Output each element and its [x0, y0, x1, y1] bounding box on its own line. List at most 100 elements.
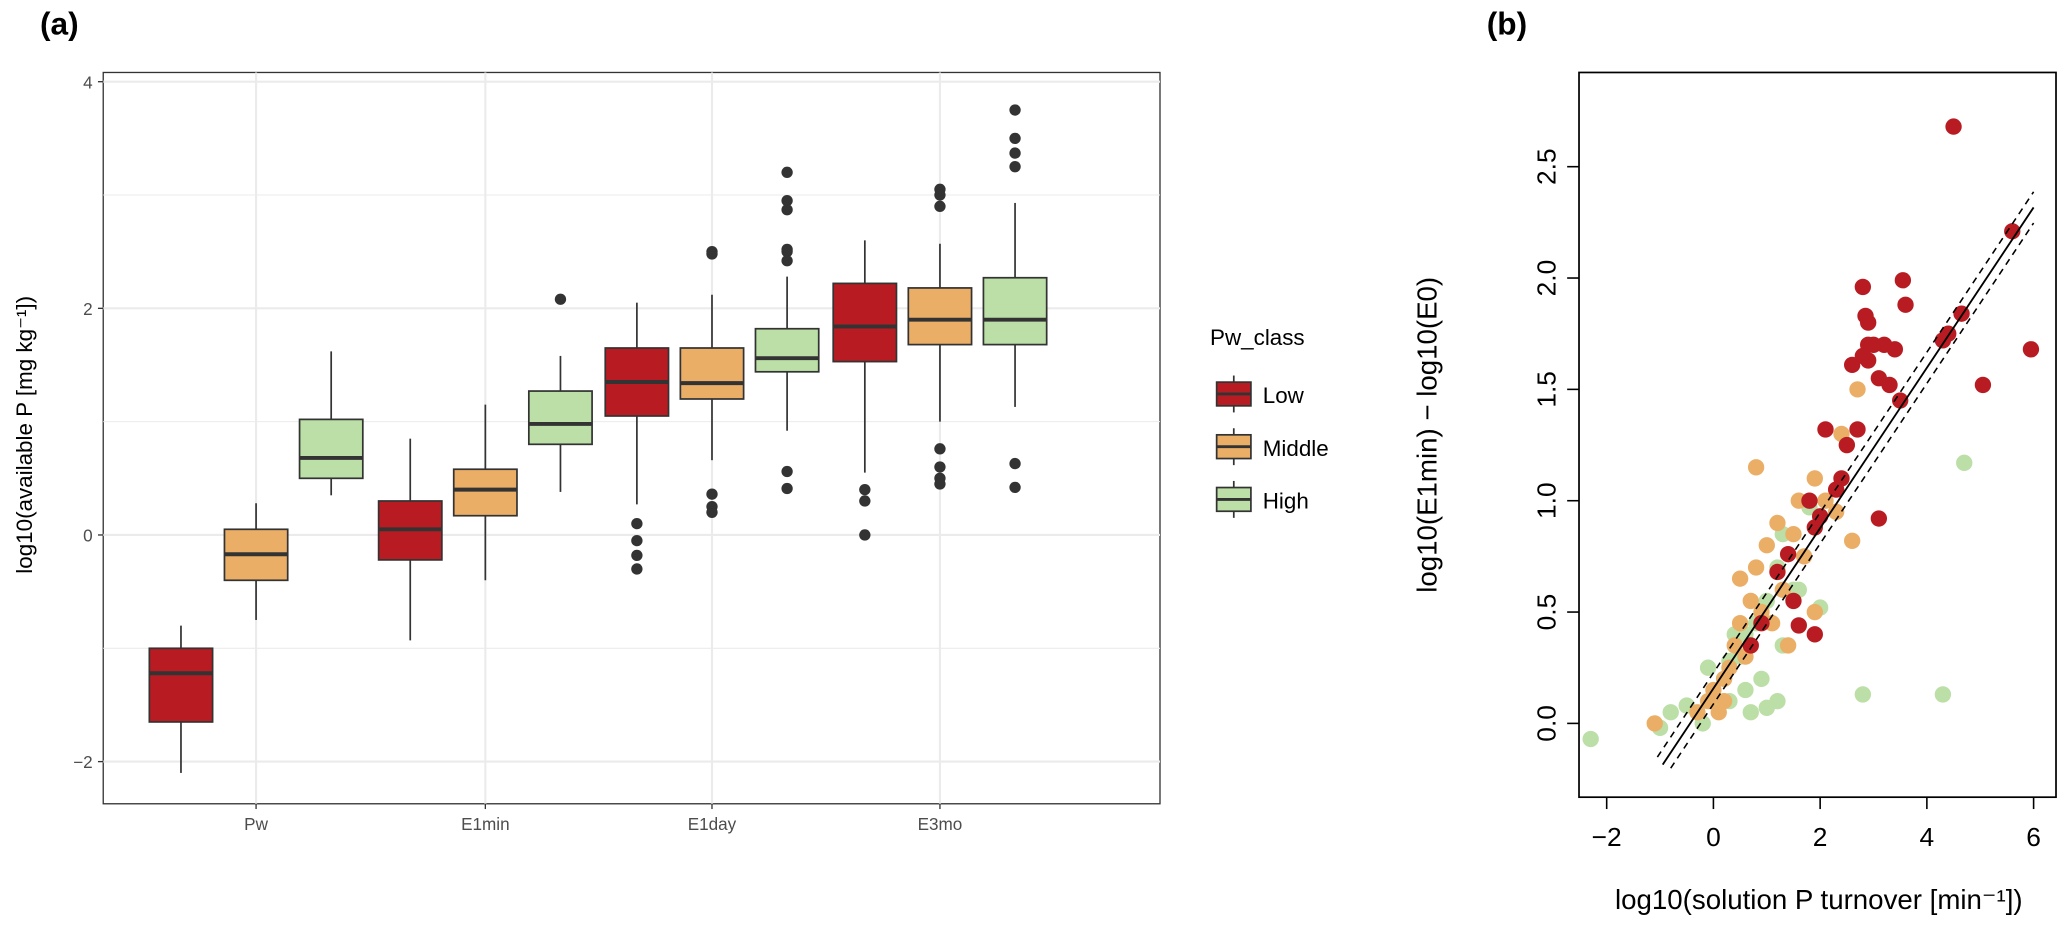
legend-title: Pw_class: [1210, 325, 1305, 350]
box-iqr: [754, 327, 820, 373]
legend-item-low: Low: [1215, 375, 1305, 413]
outlier-point: [706, 488, 718, 500]
point-low: [1843, 356, 1861, 374]
legend-label: Low: [1263, 383, 1305, 408]
outlier-point: [934, 478, 946, 490]
point-middle: [1715, 670, 1733, 688]
box-high-e1min: [527, 293, 593, 492]
box-middle-e3mo: [907, 183, 973, 490]
outlier-point: [934, 443, 946, 455]
point-middle: [1806, 470, 1823, 487]
confidence-band-line: [1670, 222, 2035, 769]
x-tick-label: 4: [1920, 822, 1935, 852]
point-middle: [1785, 525, 1802, 543]
box-low-e1min: [377, 438, 443, 641]
outlier-point: [1009, 161, 1021, 173]
y-tick-label: 0.0: [1531, 705, 1561, 742]
point-middle: [1827, 503, 1845, 521]
point-middle: [1646, 715, 1663, 732]
box-high-e1day: [754, 166, 820, 495]
outlier-point: [631, 549, 643, 562]
point-high: [1582, 730, 1599, 748]
point-middle: [1769, 514, 1786, 532]
point-middle: [1742, 592, 1759, 610]
y-tick-label: −2: [73, 753, 93, 772]
box-iqr: [148, 647, 214, 723]
x-tick-label: 0: [1706, 822, 1721, 852]
point-low: [1817, 421, 1834, 438]
point-high: [1737, 681, 1754, 699]
y-axis-label-a: log10(available P [mg kg⁻¹]): [12, 296, 37, 574]
outlier-point: [554, 293, 567, 305]
outlier-point: [631, 563, 643, 575]
point-low: [1790, 617, 1807, 634]
boxplot-panel: −2 0 2 4 Pw E1min E1day E3mo log10(available P …: [12, 71, 1329, 834]
point-low: [1860, 352, 1877, 369]
outlier-point: [934, 200, 946, 213]
outlier-point: [706, 248, 718, 260]
y-tick-label: 2.0: [1531, 260, 1561, 297]
y-axis-label-b: log10(E1min) − log10(E0): [1412, 277, 1443, 593]
box-iqr: [982, 276, 1048, 346]
point-high: [1662, 704, 1679, 721]
axis-ticks: −2 0 2 4 Pw E1min E1day E3mo: [73, 73, 962, 834]
plot-panel-a: [102, 71, 1161, 805]
outlier-point: [781, 255, 793, 267]
point-low: [1779, 545, 1797, 563]
y-tick-label: 1.0: [1531, 482, 1561, 519]
outlier-point: [781, 465, 793, 478]
outlier-point: [631, 534, 643, 547]
box-iqr: [527, 390, 593, 446]
outlier-point: [859, 495, 871, 507]
point-middle: [1774, 581, 1791, 598]
box-low-pw: [148, 625, 214, 773]
x-tick-label: −2: [1592, 822, 1622, 852]
point-low: [1742, 637, 1759, 654]
outlier-point: [1009, 104, 1021, 116]
point-middle: [1758, 537, 1775, 554]
point-low: [1881, 376, 1898, 394]
point-low: [1860, 314, 1877, 331]
box-iqr: [907, 287, 973, 346]
legend: Pw_class Low Middle High: [1210, 325, 1329, 518]
box-low-e1day: [604, 302, 670, 575]
regression-line: [1661, 206, 2035, 766]
point-low: [1806, 626, 1823, 643]
box-high-e3mo: [982, 104, 1048, 494]
point-high: [1854, 686, 1872, 703]
point-middle: [1849, 381, 1866, 398]
point-low: [1753, 615, 1770, 632]
outlier-point: [781, 204, 793, 216]
point-low: [1886, 341, 1904, 358]
point-middle: [1747, 559, 1765, 576]
outlier-point: [859, 529, 871, 541]
plot-panel-b: [1578, 71, 2057, 799]
point-low: [1870, 510, 1888, 527]
point-low: [1849, 421, 1866, 438]
box-iqr: [832, 282, 898, 363]
point-low: [1897, 296, 1914, 313]
legend-item-middle: Middle: [1215, 428, 1329, 466]
point-low: [1785, 592, 1802, 610]
x-tick-label: Pw: [244, 815, 268, 834]
point-low: [1860, 336, 1877, 354]
y-tick-label: 0.5: [1531, 594, 1561, 631]
box-iqr: [679, 347, 745, 400]
point-middle: [1843, 532, 1861, 549]
x-tick-label: E1day: [688, 815, 737, 834]
box-iqr: [298, 418, 364, 480]
point-low: [1945, 118, 1962, 135]
outlier-point: [781, 482, 793, 495]
outlier-point: [781, 195, 793, 207]
point-low: [1854, 278, 1872, 296]
outlier-point: [781, 166, 793, 179]
outlier-point: [934, 461, 946, 473]
outlier-point: [1009, 481, 1021, 494]
point-low: [2022, 341, 2040, 358]
point-middle: [1779, 637, 1797, 654]
outlier-point: [859, 483, 871, 496]
y-tick-label: 1.5: [1531, 371, 1561, 408]
y-tick-label: 2.5: [1531, 148, 1561, 185]
point-high: [1699, 659, 1717, 676]
